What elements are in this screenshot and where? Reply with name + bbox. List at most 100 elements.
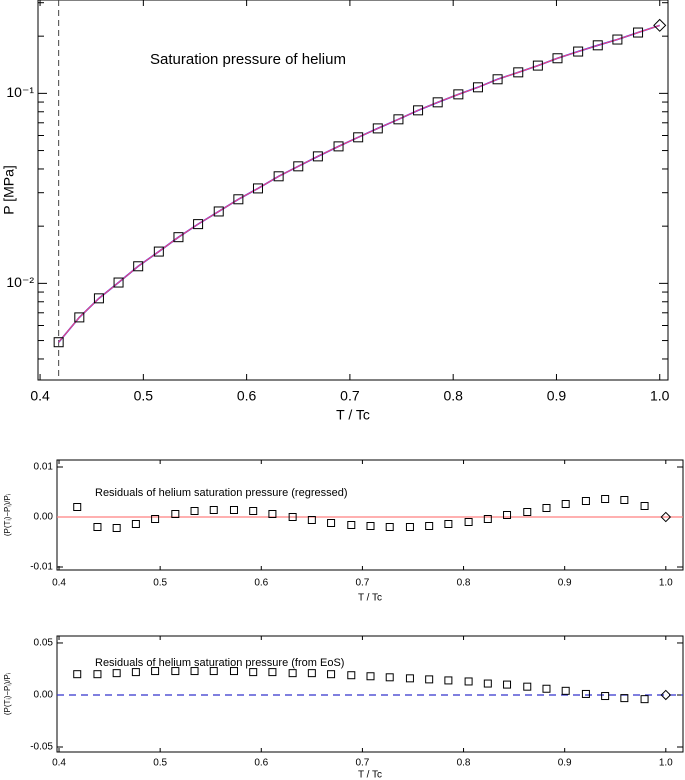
data-point bbox=[503, 680, 512, 689]
critical-point bbox=[660, 511, 672, 523]
data-point bbox=[288, 513, 297, 521]
data-point bbox=[312, 151, 323, 162]
data-point bbox=[307, 669, 316, 678]
data-point bbox=[542, 504, 551, 512]
data-point bbox=[552, 53, 563, 64]
data-point bbox=[581, 497, 590, 505]
data-point bbox=[405, 523, 414, 531]
data-point bbox=[327, 519, 336, 527]
x-tick-label: 0.5 bbox=[153, 758, 167, 769]
data-point bbox=[561, 686, 570, 695]
data-point bbox=[171, 510, 180, 518]
data-point bbox=[209, 506, 218, 514]
data-point bbox=[347, 521, 356, 529]
data-point bbox=[640, 695, 649, 704]
data-point bbox=[523, 508, 532, 516]
y-tick-label: -0.05 bbox=[30, 742, 53, 753]
data-point bbox=[112, 669, 121, 678]
x-tick-label: 0.4 bbox=[52, 758, 66, 769]
data-point bbox=[464, 518, 473, 526]
data-point bbox=[372, 123, 383, 134]
data-point bbox=[432, 97, 443, 108]
data-point bbox=[209, 667, 218, 676]
x-tick-label: 0.9 bbox=[547, 388, 567, 404]
x-tick-label: 1.0 bbox=[650, 388, 670, 404]
critical-point bbox=[653, 18, 667, 32]
data-point bbox=[601, 692, 610, 701]
data-point bbox=[273, 171, 284, 182]
data-point bbox=[366, 522, 375, 530]
x-tick-label: 0.8 bbox=[457, 758, 471, 769]
data-point bbox=[601, 495, 610, 503]
data-point bbox=[633, 27, 644, 38]
x-tick-label: 0.4 bbox=[30, 388, 50, 404]
x-tick-label: 0.5 bbox=[153, 578, 167, 589]
chart-title: Residuals of helium saturation pressure … bbox=[95, 487, 348, 499]
data-point bbox=[213, 206, 224, 217]
data-point bbox=[620, 694, 629, 703]
x-tick-label: 0.8 bbox=[443, 388, 463, 404]
x-tick-label: 0.7 bbox=[340, 388, 360, 404]
x-tick-label: 0.8 bbox=[457, 578, 471, 589]
data-point bbox=[249, 507, 258, 515]
data-point bbox=[405, 674, 414, 683]
data-point bbox=[444, 520, 453, 528]
data-point bbox=[74, 312, 85, 323]
x-axis-label: T / Tc bbox=[336, 407, 370, 423]
data-point bbox=[307, 516, 316, 524]
data-point bbox=[268, 668, 277, 677]
data-point bbox=[640, 502, 649, 510]
data-point bbox=[133, 261, 144, 272]
data-point bbox=[93, 293, 104, 304]
data-point bbox=[561, 500, 570, 508]
data-point bbox=[347, 671, 356, 680]
data-point bbox=[532, 60, 543, 71]
data-point bbox=[483, 515, 492, 523]
y-tick-label: 0.00 bbox=[34, 512, 54, 523]
plot-frame bbox=[37, 0, 669, 381]
data-point bbox=[193, 219, 204, 230]
data-point bbox=[503, 511, 512, 519]
data-point bbox=[612, 34, 623, 45]
data-point bbox=[233, 194, 244, 205]
x-tick-label: 0.6 bbox=[237, 388, 257, 404]
chart-title: Residuals of helium saturation pressure … bbox=[95, 657, 344, 669]
data-point bbox=[153, 246, 164, 257]
x-tick-label: 0.9 bbox=[558, 578, 572, 589]
data-point bbox=[151, 667, 160, 676]
data-point bbox=[513, 67, 524, 78]
data-point bbox=[444, 676, 453, 685]
y-axis-label: (P(Tᵢ)−Pᵢ)/Pᵢ bbox=[3, 673, 12, 715]
data-point bbox=[93, 670, 102, 679]
chart-title: Saturation pressure of helium bbox=[150, 51, 346, 68]
y-axis-label: P [MPa] bbox=[1, 165, 17, 215]
x-tick-label: 0.6 bbox=[254, 758, 268, 769]
data-point bbox=[173, 232, 184, 243]
x-tick-label: 0.7 bbox=[355, 578, 369, 589]
data-point bbox=[453, 89, 464, 100]
x-tick-label: 0.5 bbox=[134, 388, 154, 404]
data-point bbox=[393, 114, 404, 125]
y-tick-label: 0.01 bbox=[34, 462, 54, 473]
critical-point bbox=[660, 689, 672, 701]
x-tick-label: 0.7 bbox=[355, 758, 369, 769]
data-point bbox=[327, 670, 336, 679]
data-point bbox=[573, 46, 584, 57]
data-point bbox=[333, 141, 344, 152]
y-axis-label: (P(Tᵢ)−Pᵢ)/Pᵢ bbox=[3, 494, 12, 536]
data-point bbox=[581, 689, 590, 698]
y-tick-label: -0.01 bbox=[30, 562, 53, 573]
data-point bbox=[151, 515, 160, 523]
data-point bbox=[268, 510, 277, 518]
fit-line bbox=[58, 24, 660, 343]
data-point bbox=[425, 675, 434, 684]
data-point bbox=[483, 679, 492, 688]
data-point bbox=[353, 132, 364, 143]
y-tick-label: 0.05 bbox=[34, 638, 54, 649]
data-point bbox=[229, 506, 238, 514]
plot-frame bbox=[56, 459, 684, 571]
x-tick-label: 0.4 bbox=[52, 578, 66, 589]
data-point bbox=[73, 503, 82, 511]
data-point bbox=[288, 669, 297, 678]
data-point bbox=[252, 183, 263, 194]
